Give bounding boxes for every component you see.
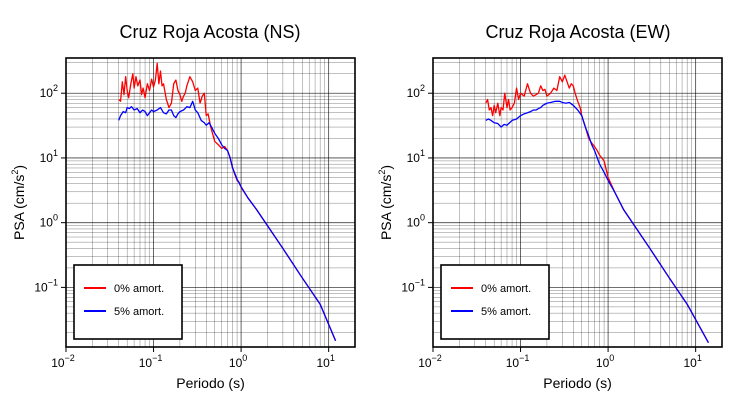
legend-box bbox=[440, 264, 550, 340]
y-tick-label: 101 bbox=[40, 148, 58, 165]
series-line-amort-0 bbox=[485, 74, 710, 343]
legend-label: 5% amort. bbox=[481, 306, 531, 318]
x-axis-label: Periodo (s) bbox=[176, 375, 244, 391]
x-axis-label: Periodo (s) bbox=[543, 375, 611, 391]
y-tick-label: 10−1 bbox=[34, 277, 58, 294]
x-tick-label: 10−2 bbox=[51, 353, 75, 370]
x-tick-label: 101 bbox=[683, 353, 701, 370]
y-axis-label: PSA (cm/s2) bbox=[377, 165, 394, 240]
x-tick-label: 100 bbox=[596, 353, 614, 370]
legend: 0% amort. 5% amort. bbox=[440, 264, 550, 340]
y-tick-label: 102 bbox=[407, 83, 425, 100]
series-line-amort-5 bbox=[118, 100, 337, 341]
chart-title: Cruz Roja Acosta (EW) bbox=[485, 22, 670, 42]
chart-ns: 10−2 10−1 100 101 10−1 100 101 102 Cruz Roja Aco… bbox=[10, 22, 356, 391]
grid bbox=[65, 58, 356, 347]
plot-frame bbox=[432, 57, 723, 348]
legend: 0% amort. 5% amort. bbox=[73, 264, 183, 340]
y-axis-label: PSA (cm/s2) bbox=[10, 165, 27, 240]
plot-frame bbox=[65, 57, 356, 348]
legend-label: 0% amort. bbox=[114, 283, 164, 295]
legend-label: 0% amort. bbox=[481, 283, 531, 295]
x-tick-label: 100 bbox=[229, 353, 247, 370]
y-tick-label: 100 bbox=[407, 213, 425, 230]
x-tick-label: 10−2 bbox=[418, 353, 442, 370]
grid bbox=[432, 58, 723, 347]
x-tick-label: 10−1 bbox=[139, 353, 163, 370]
legend-label: 5% amort. bbox=[114, 306, 164, 318]
y-tick-label: 10−1 bbox=[401, 277, 425, 294]
x-tick-label: 101 bbox=[316, 353, 334, 370]
x-tick-label: 10−1 bbox=[506, 353, 530, 370]
legend-box bbox=[73, 264, 183, 340]
y-tick-label: 101 bbox=[407, 148, 425, 165]
y-tick-label: 102 bbox=[40, 83, 58, 100]
series-line-amort-5 bbox=[485, 100, 710, 343]
chart-ew: 10−2 10−1 100 101 10−1 100 101 102 Cruz Roja Aco… bbox=[377, 22, 723, 391]
y-tick-label: 100 bbox=[40, 213, 58, 230]
chart-title: Cruz Roja Acosta (NS) bbox=[119, 22, 300, 42]
